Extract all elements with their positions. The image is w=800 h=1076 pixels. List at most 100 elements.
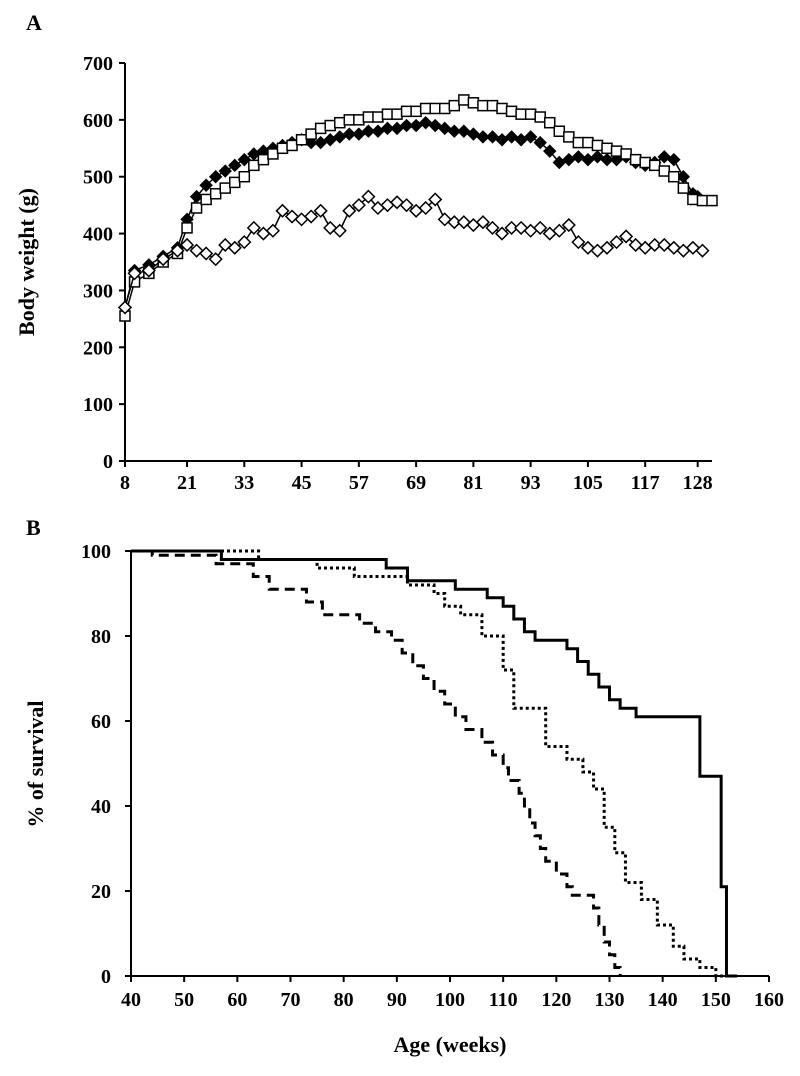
data-point (591, 139, 604, 152)
data-point (248, 159, 260, 172)
data-point (313, 203, 328, 218)
x-tick-label: 33 (234, 472, 254, 494)
data-point (295, 134, 308, 146)
y-tick-label: 700 (83, 53, 113, 75)
data-point (237, 152, 252, 167)
x-tick-label: 100 (435, 989, 465, 1011)
data-point (362, 111, 375, 123)
data-point (276, 142, 289, 155)
x-tick-label: 150 (701, 989, 731, 1011)
data-point (334, 116, 346, 129)
data-point (695, 243, 710, 258)
data-point (667, 152, 681, 167)
data-point (267, 148, 279, 160)
data-point (552, 223, 567, 238)
panel-b-y-axis-title: % of survival (23, 700, 48, 827)
x-tick-label: 130 (595, 989, 625, 1011)
data-point (199, 178, 213, 192)
panel-b-series (131, 549, 738, 978)
panel-a-x-ticks: 8 21 33 45 57 69 81 93 105 117 128 (120, 461, 713, 494)
data-point (380, 121, 395, 136)
data-point (467, 97, 480, 109)
data-point (447, 124, 461, 138)
data-point (609, 235, 624, 250)
data-point (351, 198, 366, 213)
x-tick-label: 69 (406, 472, 426, 494)
x-tick-label: 93 (521, 472, 541, 494)
data-point (372, 111, 384, 123)
panel-a-y-axis-title: Body weight (g) (14, 188, 39, 336)
data-point (399, 198, 414, 213)
data-point (647, 237, 662, 253)
data-point (304, 209, 319, 224)
data-point (582, 136, 594, 149)
data-point (677, 182, 690, 194)
data-point (418, 200, 433, 216)
data-point (117, 300, 133, 315)
data-point (170, 243, 185, 258)
x-tick-label: 160 (754, 989, 784, 1011)
data-point (561, 217, 576, 233)
data-point (476, 130, 490, 144)
y-tick-label: 40 (91, 796, 111, 818)
y-tick-label: 20 (91, 881, 111, 903)
y-tick-label: 80 (91, 626, 111, 648)
x-tick-label: 81 (463, 472, 483, 494)
x-tick-label: 90 (387, 989, 407, 1011)
data-point (419, 102, 432, 115)
data-point (599, 240, 615, 255)
data-point (353, 114, 365, 126)
x-tick-label: 128 (683, 472, 713, 494)
data-point (199, 246, 214, 261)
data-point (156, 252, 171, 267)
data-point (237, 235, 252, 250)
data-point (658, 165, 671, 177)
data-point (400, 105, 413, 118)
y-tick-label: 60 (91, 711, 111, 733)
y-tick-label: 0 (103, 451, 113, 473)
data-point (286, 139, 298, 152)
panel-a: A 0 100 200 300 400 500 600 700 8 21 33 45 57 69 81 93… (14, 10, 718, 494)
data-point (572, 136, 585, 149)
data-point (141, 263, 156, 278)
data-point (227, 240, 242, 255)
data-point (314, 122, 327, 135)
data-point (332, 223, 347, 238)
data-point (179, 237, 195, 253)
x-tick-label: 80 (334, 989, 354, 1011)
data-point (410, 105, 422, 118)
panel-a-series (117, 94, 718, 322)
data-point (610, 145, 623, 157)
data-point (619, 229, 634, 244)
panel-b-x-axis-title: Age (weeks) (393, 1032, 506, 1057)
data-point (343, 114, 356, 126)
data-point (477, 99, 489, 112)
series-open-diamond (117, 189, 710, 315)
data-point (381, 108, 394, 120)
data-point (229, 176, 241, 189)
y-tick-label: 100 (81, 541, 111, 563)
x-tick-label: 110 (489, 989, 518, 1011)
panel-b-x-ticks: 40 50 60 70 80 90 100 110 120 130 140 150 160 (121, 976, 784, 1011)
data-point (485, 220, 500, 235)
x-tick-label: 60 (227, 989, 247, 1011)
x-tick-label: 57 (349, 472, 369, 494)
data-point (181, 222, 193, 234)
data-point (399, 118, 414, 133)
data-point (438, 102, 451, 115)
data-point (238, 170, 251, 183)
y-tick-label: 500 (83, 167, 113, 189)
x-tick-label: 8 (120, 472, 130, 494)
panel-a-label: A (26, 10, 42, 35)
data-point (629, 153, 642, 166)
survival-curve-dotted (131, 549, 727, 978)
data-point (533, 220, 548, 235)
data-point (639, 156, 651, 169)
data-point (505, 105, 518, 118)
data-point (429, 102, 441, 115)
panel-a-y-ticks: 0 100 200 300 400 500 600 700 (83, 53, 125, 473)
data-point (494, 226, 510, 241)
data-point (275, 203, 290, 218)
data-point (620, 148, 632, 160)
